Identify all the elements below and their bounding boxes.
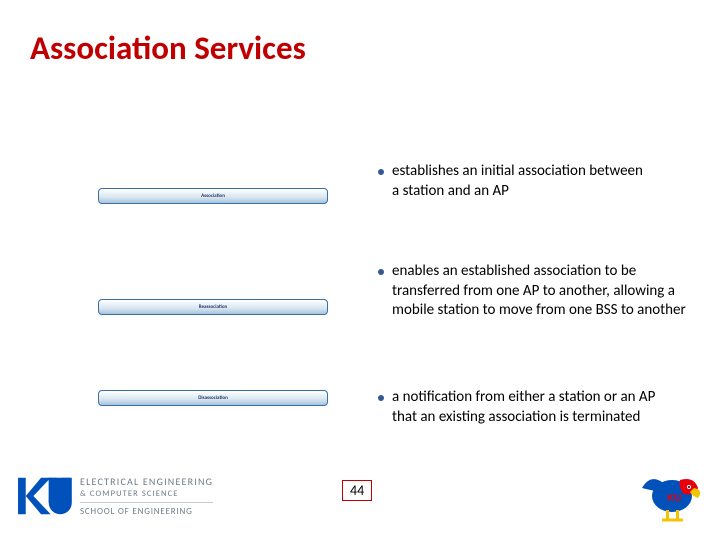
footer-line1: ELECTRICAL ENGINEERING [80,475,213,488]
desc-reassociation-text: enables an established association to be… [392,262,686,319]
bullet-icon [378,169,384,175]
bar-reassociation-label: Reassociation [199,304,227,310]
svg-text:KU: KU [667,493,681,504]
desc-association: establishes an initial association betwe… [392,162,652,201]
bar-reassociation: Reassociation [98,299,328,315]
footer-line2: & COMPUTER SCIENCE [80,489,213,499]
desc-association-text: establishes an initial association betwe… [392,162,643,200]
footer-text: ELECTRICAL ENGINEERING & COMPUTER SCIENC… [80,475,213,517]
bullet-icon [378,269,384,275]
slide-title-text: Association Services [30,28,306,68]
footer-left: ELECTRICAL ENGINEERING & COMPUTER SCIENC… [14,472,213,520]
bar-disassociation: Disassociation [98,390,328,406]
ku-logo-icon [14,472,72,520]
desc-disassociation: a notification from either a station or … [392,388,682,427]
bar-disassociation-label: Disassociation [198,395,228,401]
bar-association-label: Association [201,193,225,199]
desc-reassociation: enables an established association to be… [392,262,692,321]
footer-line3: SCHOOL OF ENGINEERING [80,506,213,517]
footer-separator [80,502,213,503]
page-number: 44 [342,480,372,501]
bullet-icon [378,395,384,401]
bar-association: Association [98,188,328,204]
slide-title: Association Services [30,28,306,68]
desc-disassociation-text: a notification from either a station or … [392,388,655,426]
jayhawk-icon: KU [640,468,704,529]
page-number-text: 44 [350,482,364,499]
